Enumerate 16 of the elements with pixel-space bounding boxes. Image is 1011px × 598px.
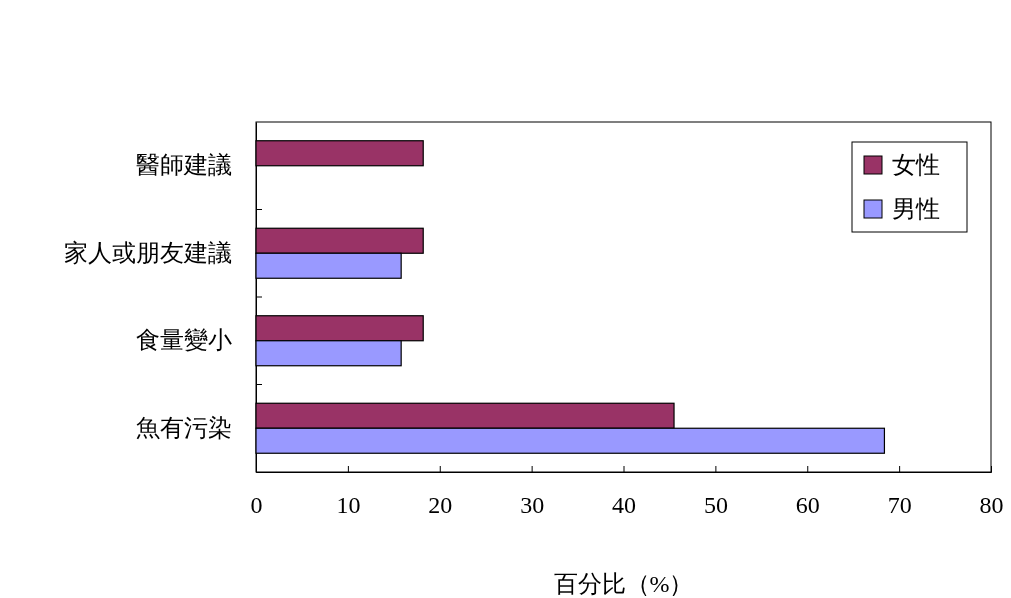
legend-label: 女性: [892, 152, 940, 178]
legend-label: 男性: [892, 196, 940, 222]
y-tick-label: 魚有污染: [136, 414, 232, 441]
x-tick-label: 50: [703, 492, 728, 519]
y-tick-label: 醫師建議: [136, 152, 232, 179]
x-tick-label: 40: [612, 492, 636, 519]
x-tick-label: 20: [428, 492, 453, 519]
x-tick-label: 80: [979, 492, 1004, 519]
x-tick-label: 70: [887, 492, 912, 519]
x-tick-label: 10: [336, 492, 361, 519]
x-tick-label: 30: [520, 492, 545, 519]
y-tick-label: 家人或朋友建議: [64, 239, 232, 266]
x-axis-title: 百分比（%）: [553, 571, 694, 597]
y-tick-label: 食量變小: [136, 327, 232, 354]
x-tick-label: 60: [795, 492, 820, 519]
x-tick-label: 0: [250, 492, 263, 519]
